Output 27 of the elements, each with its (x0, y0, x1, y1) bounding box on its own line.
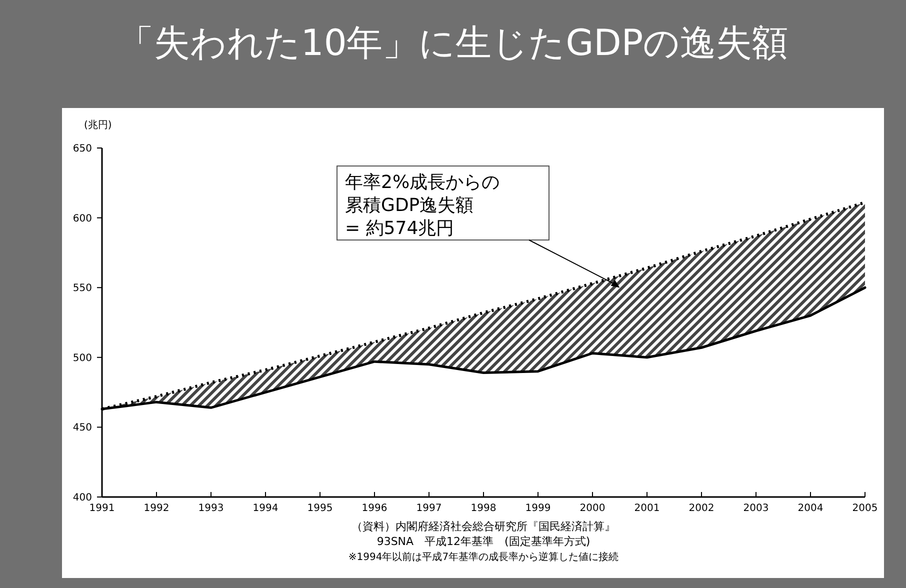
x-tick-label: 1991 (89, 503, 115, 514)
x-tick-label: 1995 (307, 503, 333, 514)
text: 93SNA 平成12年基準 (固定基準年方式) (376, 535, 590, 548)
chart-title: 「失われた10年」に生じたGDPの逸失額 (118, 23, 788, 64)
x-tick-label: 1994 (252, 503, 278, 514)
x-tick-label: 1993 (198, 503, 224, 514)
x-tick-label: 2003 (743, 503, 769, 514)
x-tick-label: 2002 (688, 503, 714, 514)
x-tick-label: 2005 (852, 503, 878, 514)
x-tick-label: 2004 (798, 503, 824, 514)
annotation: 年率2%成長からの累積GDP逸失額 = 約574兆円 (345, 172, 500, 239)
x-tick-label: 1996 (362, 503, 388, 514)
x-tick-label: 1998 (470, 503, 496, 514)
x-tick-label: 2000 (580, 503, 606, 514)
text: （資料）内閣府経済社会総合研究所『国民経済計算』 (352, 520, 616, 533)
y-tick-label: 500 (72, 352, 92, 364)
x-tick-label: 1999 (525, 503, 551, 514)
text: ※1994年以前は平成7年基準の成長率から逆算した値に接続 (348, 551, 619, 563)
y-tick-label: 600 (72, 213, 92, 224)
x-tick-label: 1992 (144, 503, 170, 514)
y-axis-title: (兆円) (84, 119, 112, 131)
x-tick-label: 2001 (634, 503, 660, 514)
y-tick-label: 650 (72, 144, 92, 154)
y-tick-label: 550 (72, 283, 92, 294)
y-tick-label: 450 (72, 422, 92, 434)
y-tick-label: 400 (72, 492, 92, 504)
x-tick-label: 1997 (416, 503, 442, 514)
